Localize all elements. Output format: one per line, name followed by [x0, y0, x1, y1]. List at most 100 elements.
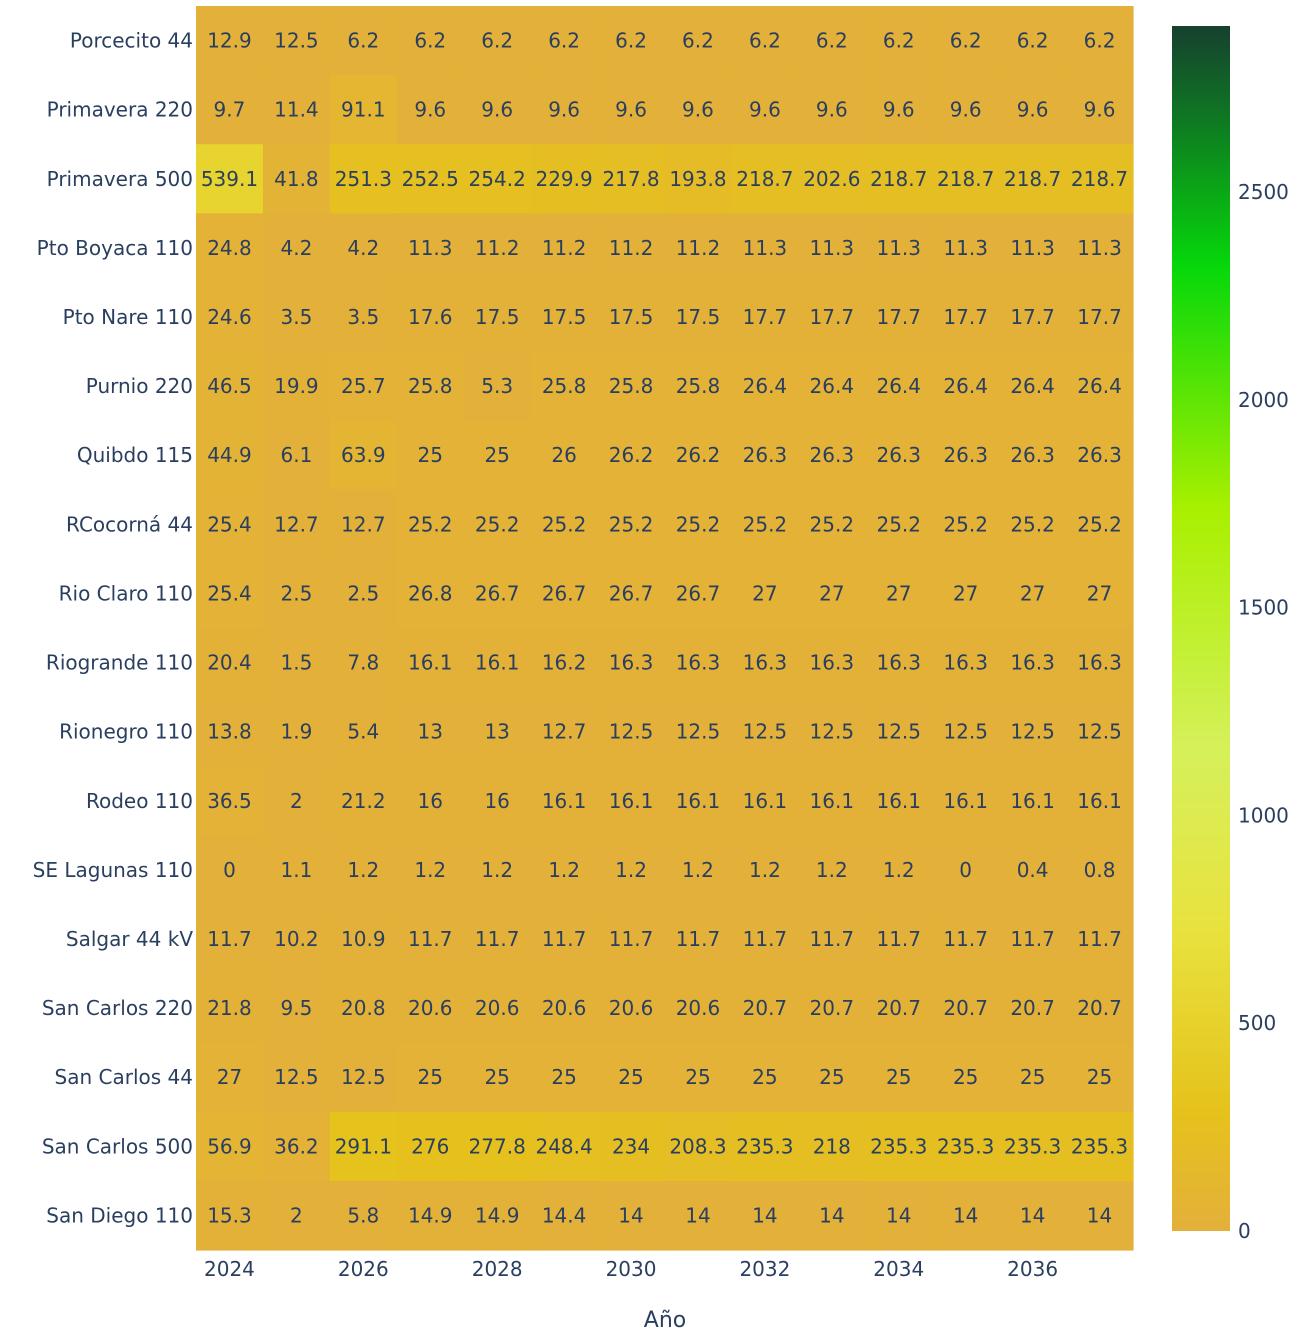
cell-value-label: 12.5: [1077, 720, 1122, 744]
cell-value-label: 9.6: [682, 98, 714, 122]
heatmap-cell: [664, 904, 733, 975]
cell-value-label: 11.2: [475, 236, 520, 260]
cell-value-label: 17.5: [676, 305, 721, 329]
colorbar-tick-label: 2000: [1238, 388, 1289, 412]
cell-value-label: 217.8: [602, 167, 659, 191]
cell-value-label: 14: [1020, 1203, 1045, 1227]
cell-value-label: 20.6: [542, 996, 587, 1020]
cell-value-label: 12.9: [207, 29, 252, 53]
cell-value-label: 20.7: [810, 996, 855, 1020]
heatmap-cell: [396, 835, 465, 906]
heatmap-cell: [999, 1111, 1067, 1182]
cell-value-label: 25.8: [542, 374, 587, 398]
heatmap-cell: [798, 1111, 866, 1182]
cell-value-label: 44.9: [207, 443, 252, 467]
heatmap-cell: [463, 697, 532, 767]
cell-value-label: 16.1: [876, 789, 921, 813]
heatmap-cell: [731, 1042, 799, 1113]
cell-value-label: 3.5: [280, 305, 312, 329]
heatmap-cell: [597, 6, 666, 76]
heatmap-cell: [999, 213, 1067, 284]
heatmap-cell: [999, 973, 1067, 1044]
heatmap-cell: [932, 835, 1000, 906]
heatmap-cell: [865, 766, 933, 836]
cell-value-label: 25.4: [207, 581, 252, 605]
cell-value-label: 16.1: [408, 651, 453, 675]
cell-value-label: 16.3: [743, 651, 788, 675]
cell-value-label: 16.1: [676, 789, 721, 813]
heatmap-cell: [329, 973, 398, 1044]
heatmap-cell: [262, 282, 331, 353]
cell-value-label: 25: [1020, 1065, 1045, 1089]
cell-value-label: 1.2: [548, 858, 580, 882]
heatmap-cell: [530, 628, 599, 698]
cell-value-label: 539.1: [201, 167, 258, 191]
heatmap-cell: [1066, 282, 1134, 353]
heatmap-cell: [329, 628, 398, 698]
heatmap-cell: [329, 1180, 398, 1251]
cell-value-label: 6.2: [414, 29, 446, 53]
cell-value-label: 6.2: [481, 29, 513, 53]
cell-value-label: 14.9: [408, 1203, 453, 1227]
heatmap-cell: [597, 213, 666, 284]
heatmap-cell: [999, 1180, 1067, 1251]
heatmap-cell: [731, 6, 799, 76]
cell-value-label: 2: [290, 1203, 303, 1227]
cell-value-label: 20.6: [408, 996, 453, 1020]
heatmap-cell: [262, 558, 331, 629]
heatmap-cell: [530, 558, 599, 629]
heatmap-cell: [329, 489, 398, 560]
cell-value-label: 11.7: [609, 927, 654, 951]
cell-value-label: 6.2: [749, 29, 781, 53]
y-tick-label: San Carlos 44: [55, 1065, 193, 1089]
cell-value-label: 20.7: [1010, 996, 1055, 1020]
heatmap-cell: [329, 697, 398, 767]
heatmap-cell: [329, 1111, 398, 1182]
cell-value-label: 25.8: [676, 374, 721, 398]
heatmap-cell: [463, 282, 532, 353]
cell-value-label: 17.6: [408, 305, 453, 329]
heatmap-cell: [731, 1111, 799, 1182]
heatmap-cell: [196, 904, 264, 975]
cell-value-label: 251.3: [335, 167, 392, 191]
heatmap-cell: [932, 628, 1000, 698]
cell-value-label: 6.2: [1084, 29, 1116, 53]
cell-value-label: 25.8: [609, 374, 654, 398]
cell-value-label: 20.7: [1077, 996, 1122, 1020]
cell-value-label: 5.4: [347, 720, 379, 744]
cell-value-label: 25: [484, 443, 509, 467]
cell-value-label: 16.1: [609, 789, 654, 813]
cell-value-label: 11.3: [1010, 236, 1055, 260]
cell-value-label: 14: [685, 1203, 710, 1227]
heatmap-cell: [932, 1180, 1000, 1251]
cell-value-label: 254.2: [469, 167, 526, 191]
cell-value-label: 1.2: [816, 858, 848, 882]
cell-value-label: 9.6: [816, 98, 848, 122]
cell-value-label: 16.1: [743, 789, 788, 813]
heatmap-cell: [396, 628, 465, 698]
cell-value-label: 11.3: [876, 236, 921, 260]
cell-value-label: 14: [618, 1203, 643, 1227]
cell-value-label: 208.3: [669, 1134, 726, 1158]
cell-value-label: 11.7: [876, 927, 921, 951]
cell-value-label: 25.4: [207, 512, 252, 536]
heatmap-cell: [196, 558, 264, 629]
heatmap-cell: [463, 6, 532, 76]
heatmap-cell: [530, 1042, 599, 1113]
y-tick-label: Pto Boyaca 110: [37, 236, 193, 260]
cell-value-label: 26.8: [408, 581, 453, 605]
cell-value-label: 218.7: [870, 167, 927, 191]
heatmap-cell: [463, 213, 532, 284]
heatmap-cell: [731, 351, 799, 422]
heatmap-cell: [463, 1042, 532, 1113]
cell-value-label: 11.3: [943, 236, 988, 260]
cell-value-label: 0: [959, 858, 972, 882]
y-tick-label: Quibdo 115: [77, 443, 193, 467]
cell-value-label: 25.2: [676, 512, 721, 536]
cell-value-label: 16.1: [1010, 789, 1055, 813]
cell-value-label: 9.6: [749, 98, 781, 122]
heatmap-cell: [329, 6, 398, 76]
heatmap-cell: [463, 628, 532, 698]
heatmap-cell: [999, 144, 1067, 214]
heatmap-cell: [530, 489, 599, 560]
